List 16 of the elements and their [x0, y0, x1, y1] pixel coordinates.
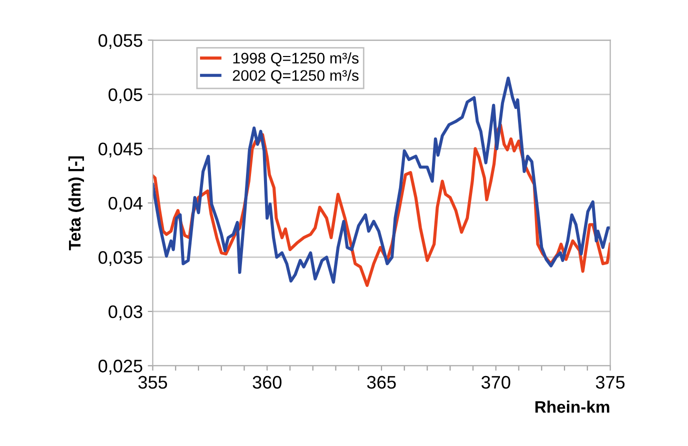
y-tick-label: 0,03 [108, 305, 142, 320]
legend-label: 2002 Q=1250 m³/s [232, 70, 359, 84]
legend-label: 1998 Q=1250 m³/s [233, 52, 359, 66]
x-axis-title: Rhein-km [535, 400, 610, 413]
y-tick-label: 0,055 [98, 34, 142, 49]
x-tick-label: 370 [482, 376, 510, 389]
x-tick-label: 360 [252, 376, 282, 389]
y-tick-label: 0,025 [98, 360, 142, 375]
y-tick-label: 0,045 [98, 142, 142, 158]
y-axis-title: Teta (dm) [-] [68, 156, 84, 250]
x-tick-label: 365 [367, 376, 396, 389]
y-tick-label: 0,035 [98, 251, 142, 266]
x-tick-label: 355 [138, 376, 168, 389]
x-tick-label: 375 [596, 376, 625, 389]
y-tick-label: 0,05 [108, 88, 142, 104]
y-tick-label: 0,04 [108, 196, 142, 212]
